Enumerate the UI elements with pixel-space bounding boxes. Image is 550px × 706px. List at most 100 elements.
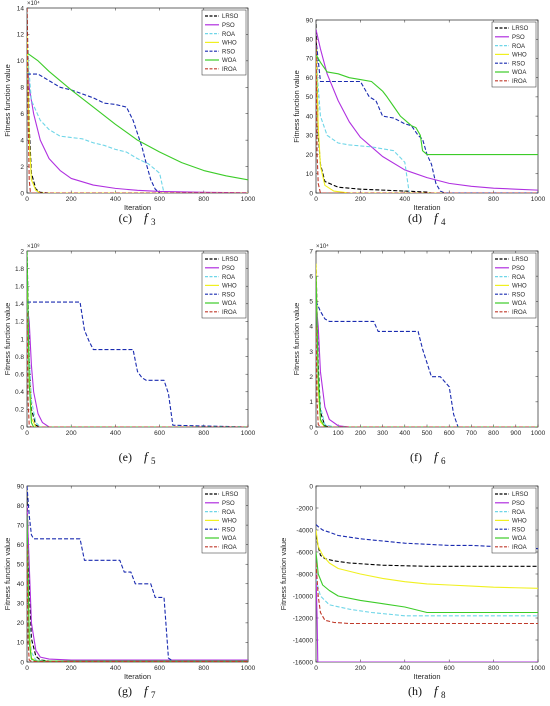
x-tick-label: 200 bbox=[66, 665, 77, 672]
x-tick-label: 200 bbox=[66, 196, 77, 203]
panel-caption-letter: (f) bbox=[410, 450, 422, 464]
legend-label-who: WHO bbox=[222, 284, 237, 290]
x-tick-label: 400 bbox=[399, 196, 410, 203]
y-tick-label: 1.6 bbox=[15, 284, 24, 291]
y-tick-label: 1 bbox=[309, 399, 313, 406]
panel-caption-function: f bbox=[144, 449, 150, 464]
panel-caption-letter: (e) bbox=[119, 450, 132, 464]
legend-label-pso: PSO bbox=[512, 501, 525, 507]
legend-label-rso: RSO bbox=[222, 527, 235, 533]
legend-label-iroa: IROA bbox=[512, 310, 527, 316]
legend-label-pso: PSO bbox=[222, 266, 235, 272]
series-line-iroa bbox=[316, 562, 538, 625]
x-tick-label: 0 bbox=[314, 430, 318, 437]
x-tick-label: 200 bbox=[355, 430, 366, 437]
x-tick-label: 400 bbox=[399, 665, 410, 672]
x-tick-label: 600 bbox=[154, 665, 165, 672]
y-tick-label: 70 bbox=[306, 56, 314, 63]
legend-label-pso: PSO bbox=[512, 266, 525, 272]
y-tick-label: 1.4 bbox=[15, 301, 24, 308]
series-line-lrso bbox=[316, 23, 538, 193]
series-line-roa bbox=[316, 58, 538, 193]
series-group bbox=[27, 8, 248, 193]
y-tick-label: 1 bbox=[20, 336, 24, 343]
legend-label-rso: RSO bbox=[512, 292, 525, 298]
chart-panel-e: 0 200 400 600 800 1000 0 0.2 0.4 0.6 0.8 1 1.2 1.4 1.6… bbox=[3, 243, 256, 466]
x-axis-label: Iteration bbox=[124, 203, 151, 212]
series-line-iroa bbox=[27, 544, 248, 662]
y-tick-label: 50 bbox=[306, 94, 314, 101]
y-tick-label: 0 bbox=[309, 483, 313, 490]
series-group bbox=[316, 524, 538, 662]
y-tick-label: 6 bbox=[20, 111, 24, 118]
y-tick-label: 60 bbox=[306, 75, 314, 82]
y-tick-label: 4 bbox=[309, 324, 313, 331]
series-line-woa bbox=[27, 251, 248, 427]
series-line-who bbox=[316, 48, 538, 193]
x-tick-label: 0 bbox=[314, 196, 318, 203]
x-tick-label: 900 bbox=[510, 430, 521, 437]
series-line-rso bbox=[316, 524, 538, 550]
legend-label-woa: WOA bbox=[512, 301, 526, 307]
panel-caption-subscript: 8 bbox=[441, 690, 446, 700]
y-tick-label: -12000 bbox=[293, 615, 314, 622]
legend-label-iroa: IROA bbox=[512, 79, 527, 85]
x-tick-label: 500 bbox=[422, 430, 433, 437]
y-tick-label: 0 bbox=[309, 424, 313, 431]
chart-panel-g: 0 200 400 600 800 1000 0 10 20 30 40 50 60 70 80 90 Iter… bbox=[3, 483, 256, 700]
legend: LRSO PSO ROA WHO RSO WOA IROA bbox=[491, 252, 537, 319]
legend-label-iroa: IROA bbox=[222, 67, 237, 73]
x-tick-label: 700 bbox=[466, 430, 477, 437]
x-tick-label: 400 bbox=[110, 665, 121, 672]
y-tick-label: 0.2 bbox=[15, 407, 24, 414]
legend-label-lrso: LRSO bbox=[512, 257, 529, 263]
x-tick-label: 800 bbox=[488, 665, 499, 672]
legend-label-who: WHO bbox=[512, 284, 527, 290]
x-tick-label: 600 bbox=[154, 430, 165, 437]
x-tick-label: 100 bbox=[333, 430, 344, 437]
legend-label-iroa: IROA bbox=[222, 310, 237, 316]
legend-label-lrso: LRSO bbox=[222, 257, 239, 263]
y-tick-label: 10 bbox=[17, 58, 25, 65]
y-tick-label: -4000 bbox=[296, 527, 313, 534]
panel-caption-letter: (h) bbox=[408, 684, 422, 698]
x-tick-label: 800 bbox=[488, 430, 499, 437]
y-tick-label: 30 bbox=[306, 133, 314, 140]
series-group bbox=[316, 263, 538, 427]
legend-label-rso: RSO bbox=[512, 61, 525, 67]
x-tick-label: 1000 bbox=[531, 665, 546, 672]
y-axis-multiplier: ×10⁴ bbox=[316, 243, 329, 250]
y-axis-label: Fitness function value bbox=[279, 538, 288, 611]
legend: LRSO PSO ROA WHO RSO WOA IROA bbox=[491, 487, 537, 554]
x-tick-label: 800 bbox=[198, 196, 209, 203]
x-tick-label: 400 bbox=[110, 196, 121, 203]
legend-label-who: WHO bbox=[512, 519, 527, 525]
series-line-rso bbox=[27, 301, 248, 427]
series-line-woa bbox=[316, 551, 538, 614]
x-tick-label: 0 bbox=[314, 665, 318, 672]
panel-caption-function: f bbox=[434, 449, 440, 464]
legend-label-lrso: LRSO bbox=[512, 492, 529, 498]
series-line-rso bbox=[27, 486, 248, 662]
series-line-pso bbox=[27, 303, 248, 427]
legend-label-who: WHO bbox=[222, 519, 237, 525]
x-tick-label: 200 bbox=[355, 196, 366, 203]
y-tick-label: 10 bbox=[306, 171, 314, 178]
y-tick-label: 3 bbox=[309, 349, 313, 356]
panel-caption-letter: (g) bbox=[118, 684, 132, 698]
x-tick-label: 800 bbox=[488, 196, 499, 203]
series-group bbox=[316, 23, 538, 193]
panel-caption-subscript: 4 bbox=[441, 217, 446, 227]
y-tick-label: 2 bbox=[309, 374, 313, 381]
series-line-rso bbox=[316, 301, 538, 427]
legend-label-who: WHO bbox=[512, 53, 527, 59]
y-axis-multiplier: ×10⁴ bbox=[27, 0, 40, 7]
legend-label-lrso: LRSO bbox=[512, 26, 529, 32]
panel-caption-function: f bbox=[144, 683, 150, 698]
y-tick-label: -2000 bbox=[296, 505, 313, 512]
y-tick-label: 6 bbox=[309, 273, 313, 280]
y-tick-label: 40 bbox=[306, 113, 314, 120]
series-line-roa bbox=[316, 579, 538, 617]
x-axis-label: Iteration bbox=[124, 672, 151, 681]
legend-label-roa: ROA bbox=[512, 275, 525, 281]
